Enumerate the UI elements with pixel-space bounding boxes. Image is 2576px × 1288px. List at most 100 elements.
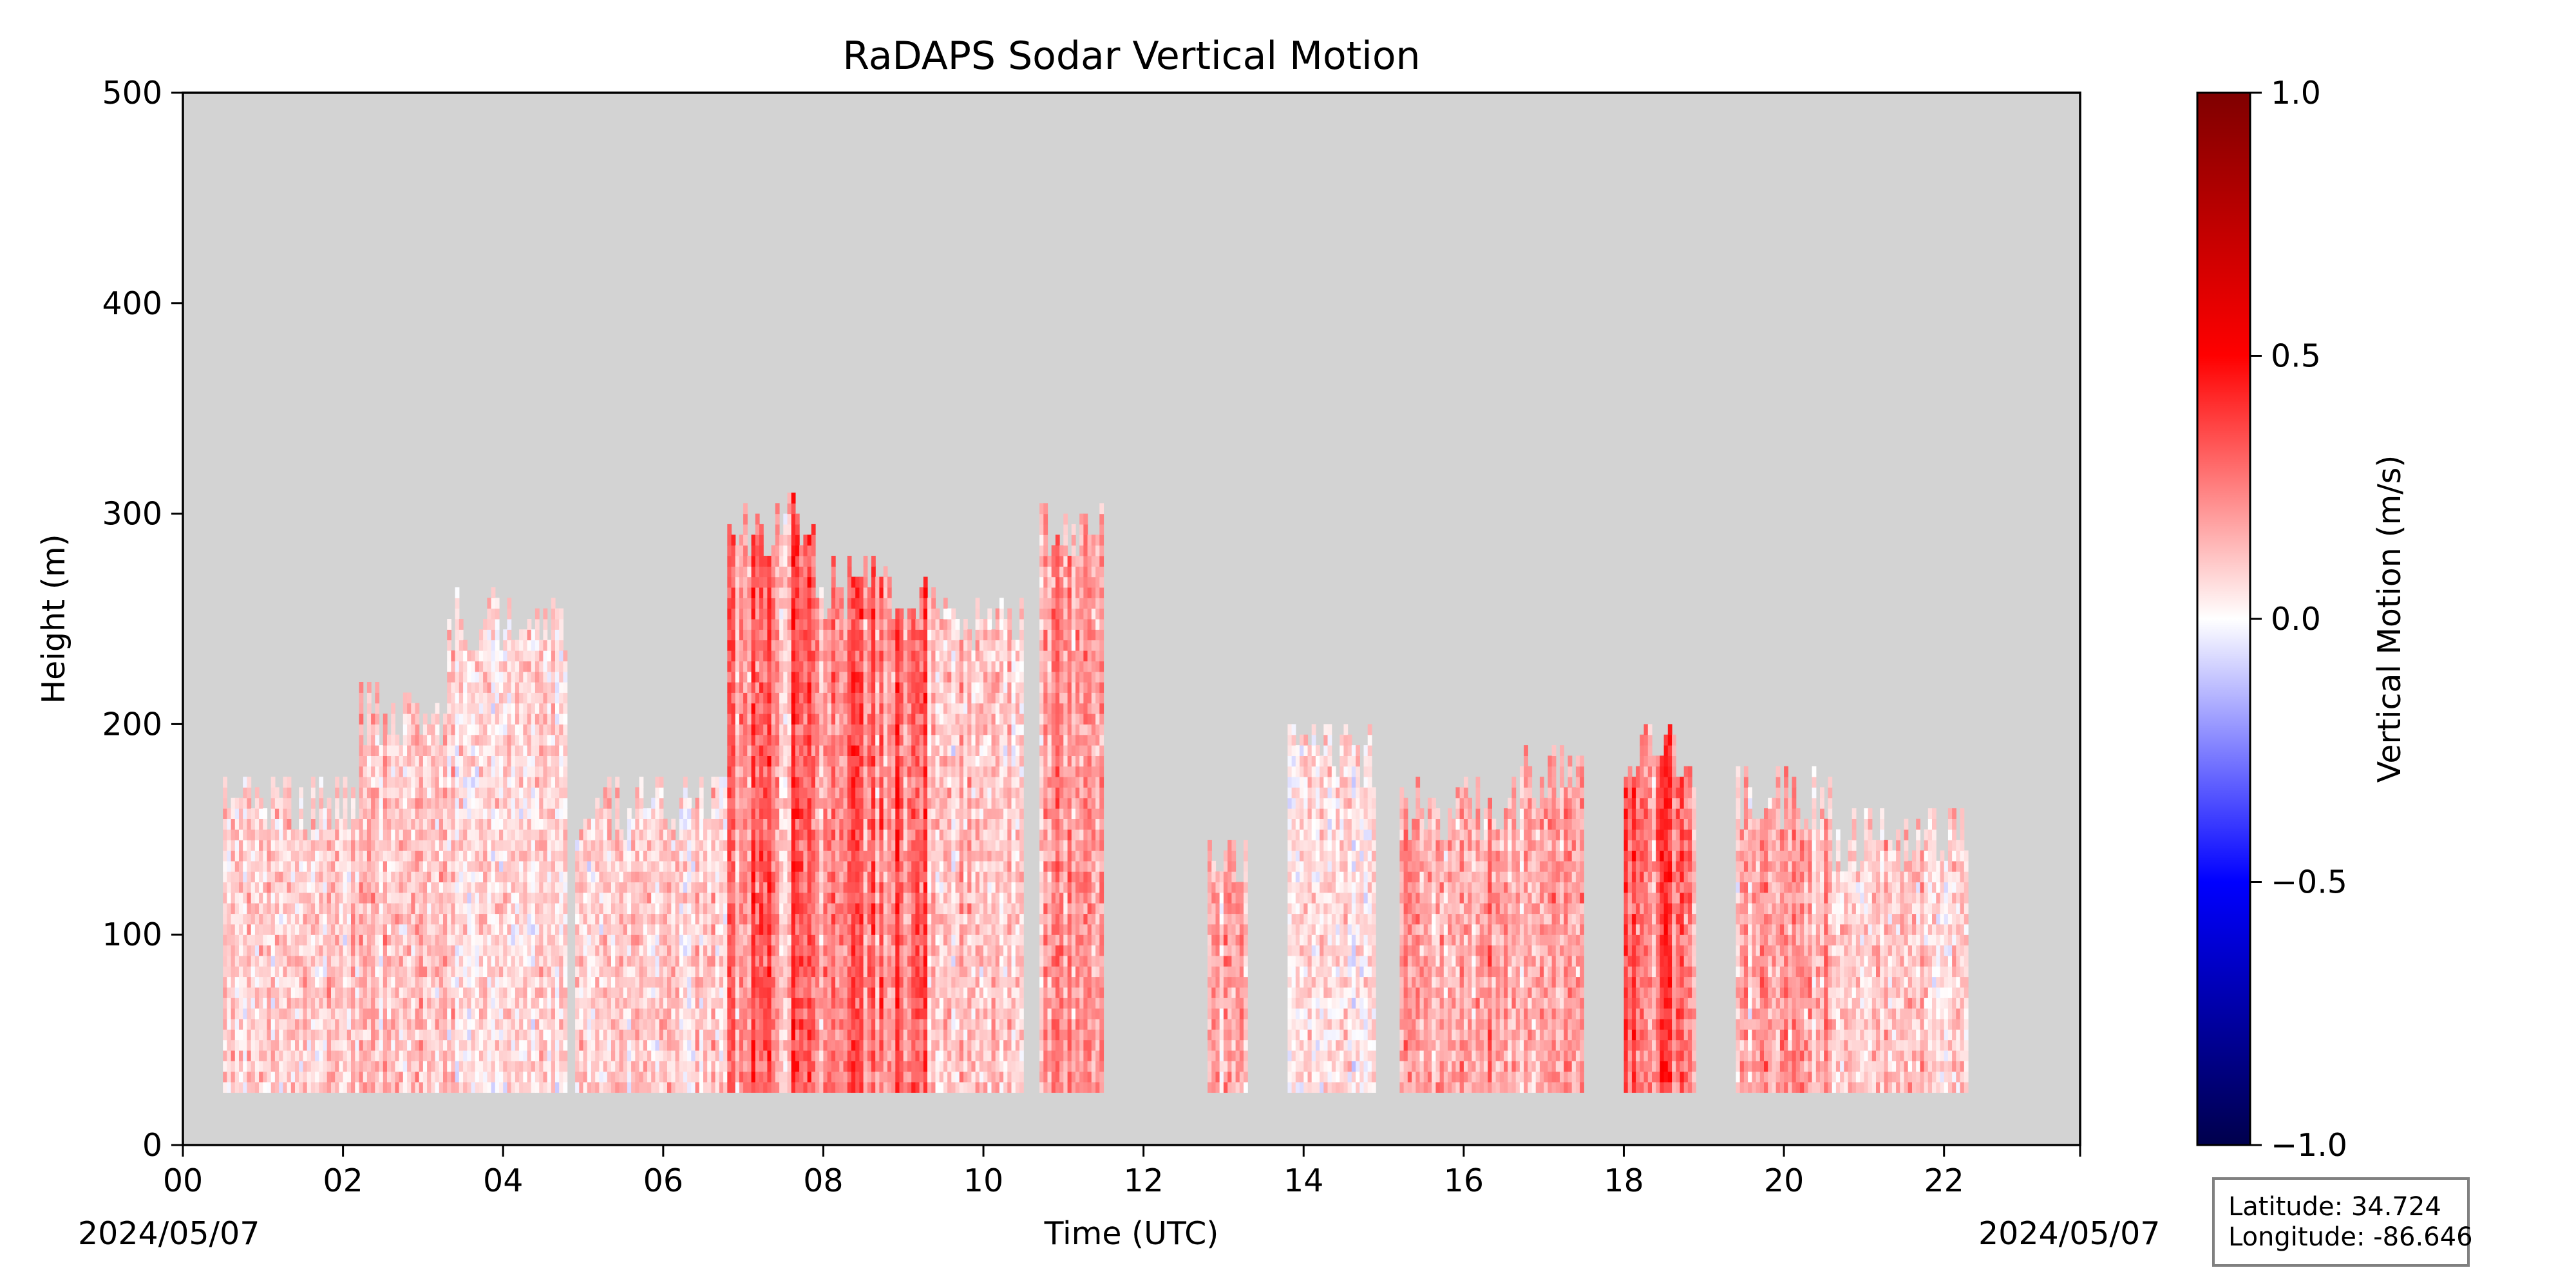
data-cell [387, 871, 392, 883]
data-cell [227, 819, 232, 830]
data-cell [263, 860, 268, 872]
data-cell [279, 998, 283, 1009]
data-cell [539, 955, 544, 967]
data-cell [663, 860, 668, 872]
data-cell [411, 1008, 416, 1019]
data-cell [507, 797, 512, 809]
data-cell [755, 966, 760, 978]
data-cell [699, 1008, 704, 1019]
data-cell [499, 797, 504, 809]
data-cell [583, 1018, 588, 1030]
data-cell [711, 1018, 716, 1030]
data-cell [531, 787, 536, 799]
data-cell [451, 682, 456, 693]
data-cell [695, 966, 700, 978]
data-cell [719, 777, 724, 788]
data-cell [607, 1018, 612, 1030]
data-cell [739, 556, 744, 567]
data-cell [447, 777, 451, 788]
data-cell [323, 871, 328, 883]
data-cell [523, 734, 528, 746]
data-cell [507, 724, 512, 735]
data-cell [263, 1018, 268, 1030]
data-cell [615, 903, 620, 914]
data-cell [263, 850, 268, 862]
data-cell [483, 913, 488, 925]
data-cell [391, 724, 395, 735]
data-cell [723, 1018, 728, 1030]
data-cell [515, 860, 520, 872]
data-cell [447, 619, 451, 630]
data-cell [663, 1039, 668, 1051]
data-cell [767, 1050, 772, 1061]
data-cell [623, 1008, 628, 1019]
data-cell [659, 976, 664, 988]
data-cell [703, 903, 708, 914]
data-cell [435, 882, 440, 893]
data-cell [319, 797, 324, 809]
data-cell [355, 903, 360, 914]
data-cell [395, 1071, 400, 1083]
data-cell [595, 998, 600, 1009]
data-cell [527, 987, 532, 998]
data-cell [539, 808, 544, 819]
data-cell [478, 714, 484, 724]
data-cell [399, 913, 404, 925]
data-cell [491, 608, 496, 620]
data-cell [747, 1039, 752, 1051]
data-cell [346, 840, 352, 851]
data-cell [779, 976, 784, 988]
data-cell [339, 819, 344, 830]
data-cell [591, 860, 596, 872]
data-cell [639, 903, 644, 914]
data-cell [267, 998, 272, 1009]
data-cell [287, 777, 292, 788]
data-cell [507, 755, 512, 767]
data-cell [739, 1039, 744, 1051]
data-cell [371, 724, 375, 735]
data-cell [270, 871, 276, 883]
data-cell [375, 819, 380, 830]
data-cell [791, 987, 796, 998]
data-cell [463, 639, 468, 651]
data-cell [447, 1050, 451, 1061]
data-cell [351, 808, 355, 819]
data-cell [335, 797, 339, 809]
data-cell [511, 882, 516, 893]
data-cell [759, 840, 764, 851]
data-cell [763, 692, 768, 704]
data-cell [591, 966, 596, 978]
data-cell [635, 1018, 640, 1030]
data-cell [491, 1018, 496, 1030]
data-cell [419, 850, 424, 862]
data-cell [431, 1039, 436, 1051]
data-cell [343, 1018, 348, 1030]
data-cell [527, 724, 532, 735]
data-cell [251, 819, 256, 830]
data-cell [415, 987, 420, 998]
data-cell [471, 714, 476, 724]
data-cell [711, 871, 716, 883]
data-cell [303, 1008, 308, 1019]
data-cell [343, 829, 348, 840]
data-cell [763, 639, 768, 651]
data-cell [274, 892, 279, 904]
data-cell [631, 1039, 636, 1051]
data-cell [527, 976, 532, 988]
data-cell [735, 1039, 740, 1051]
data-cell [743, 745, 748, 756]
data-cell [295, 966, 299, 978]
data-cell [755, 745, 760, 756]
data-cell [234, 1018, 240, 1030]
data-cell [415, 777, 420, 788]
data-cell [499, 671, 504, 683]
data-cell [731, 556, 736, 567]
data-cell [639, 1082, 644, 1093]
data-cell [254, 966, 260, 978]
data-cell [435, 755, 440, 767]
data-cell [419, 819, 424, 830]
data-cell [731, 671, 736, 683]
data-cell [447, 692, 451, 704]
data-cell [735, 987, 740, 998]
data-cell [471, 661, 476, 672]
